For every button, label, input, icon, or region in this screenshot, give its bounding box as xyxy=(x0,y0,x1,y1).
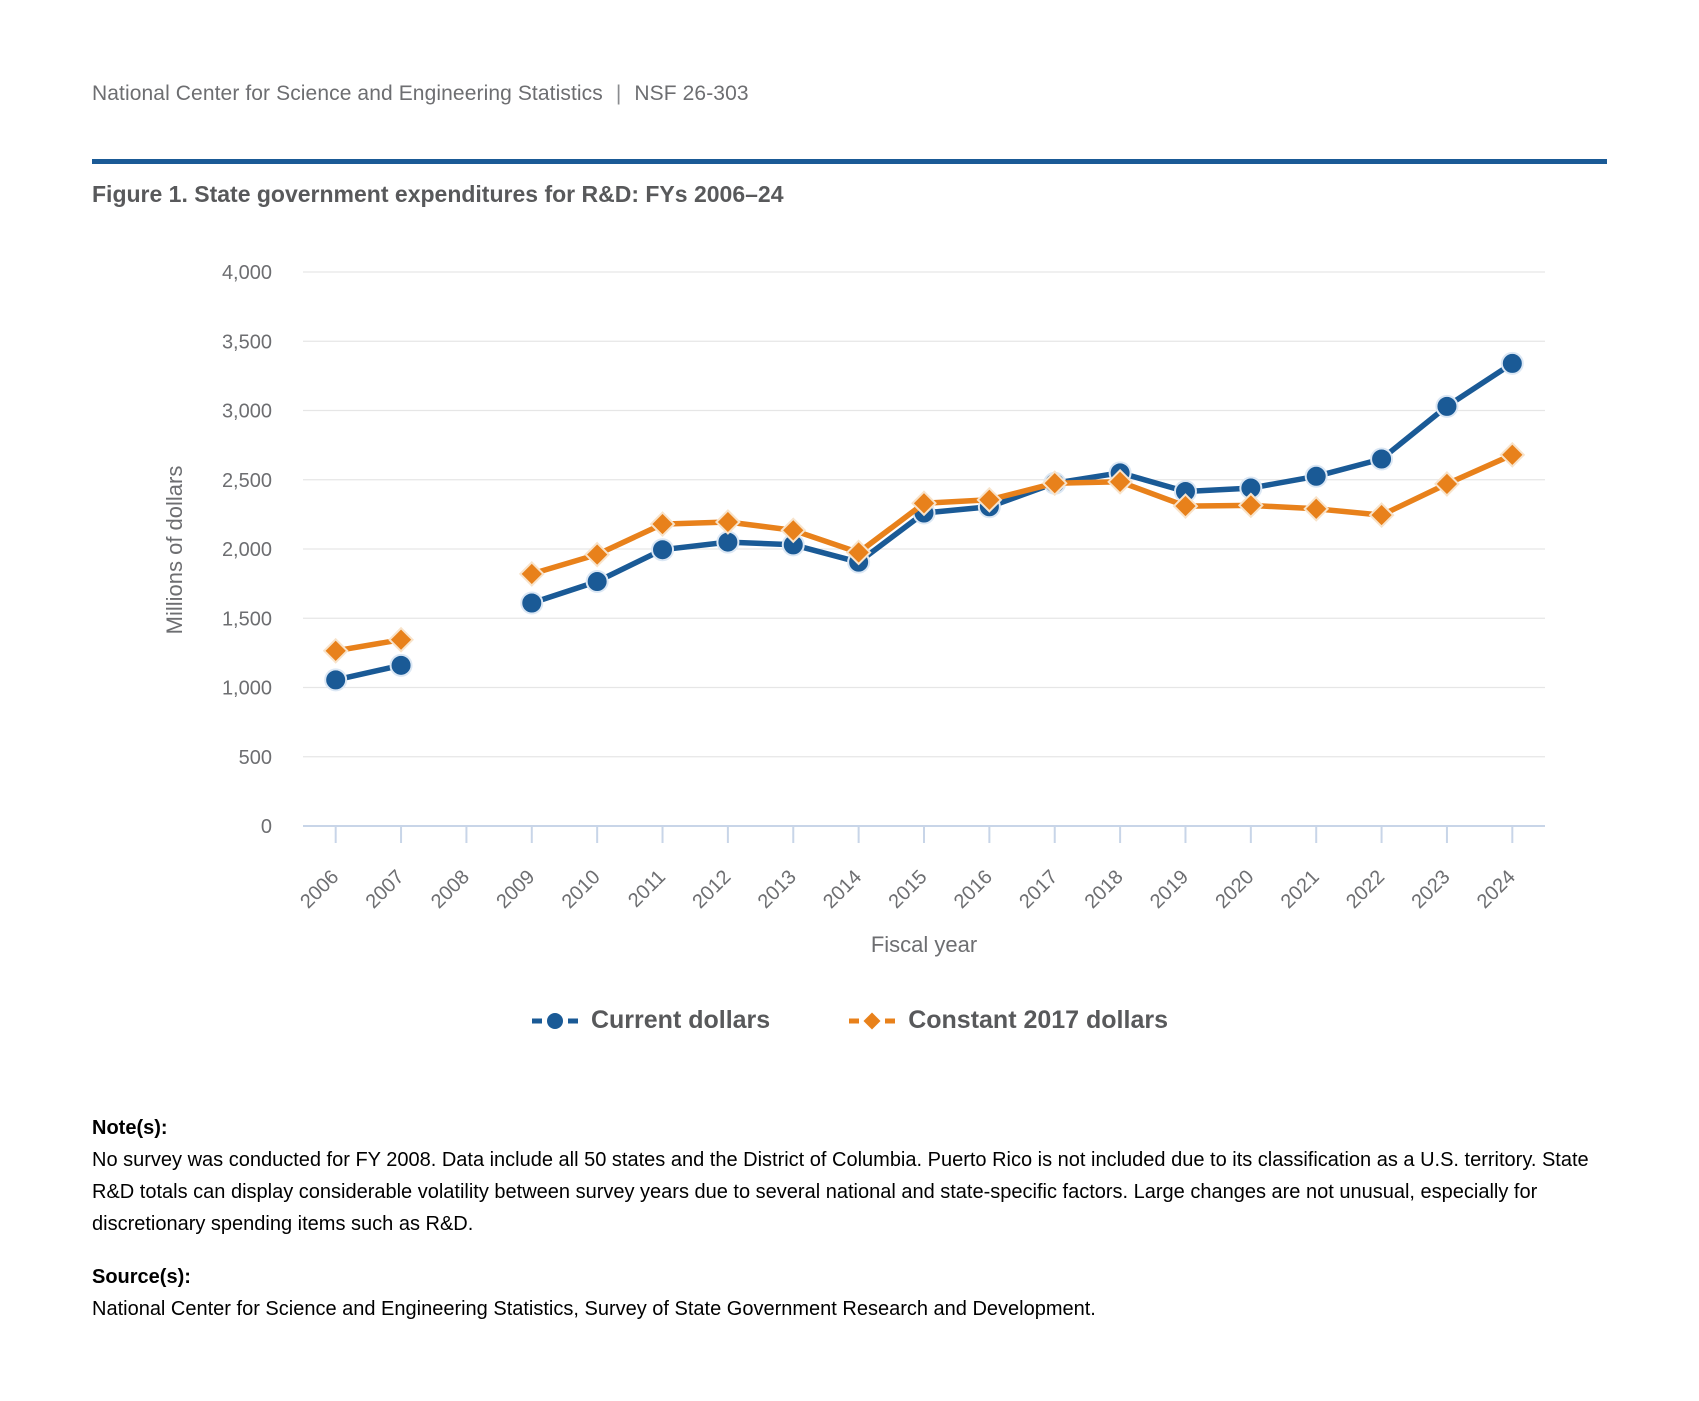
x-tick-label-2021: 2021 xyxy=(1277,866,1324,913)
line-diamond-marker-icon xyxy=(849,1012,896,1029)
data-point-2010 xyxy=(584,541,611,568)
y-tick-label-4000: 4,000 xyxy=(222,262,272,284)
chart-legend: Current dollars Constant 2017 dollars xyxy=(0,1006,1699,1035)
y-tick-label-2500: 2,500 xyxy=(222,470,272,492)
source-heading: Source(s): xyxy=(92,1266,191,1288)
agency-name: National Center for Science and Engineer… xyxy=(92,82,603,105)
y-tick-label-1500: 1,500 xyxy=(222,608,272,630)
data-point-2021 xyxy=(1304,464,1328,488)
y-axis-title: Millions of dollars xyxy=(162,466,187,635)
data-point-2023 xyxy=(1435,394,1459,418)
data-point-2020 xyxy=(1237,492,1264,519)
data-point-2007 xyxy=(388,626,414,653)
data-point-2023 xyxy=(1434,470,1460,497)
legend-circle-icon xyxy=(546,1012,563,1029)
series-line xyxy=(529,452,1516,577)
data-point-2007 xyxy=(389,653,413,677)
data-point-2018 xyxy=(1107,468,1134,495)
data-point-2012 xyxy=(714,509,741,535)
report-number: NSF 26-303 xyxy=(634,82,749,105)
y-tick-label-500: 500 xyxy=(239,747,272,769)
x-tick-label-2019: 2019 xyxy=(1146,866,1193,913)
data-point-2022 xyxy=(1368,502,1395,528)
notes-heading: Note(s): xyxy=(92,1117,168,1139)
x-tick-label-2015: 2015 xyxy=(885,866,932,913)
data-point-2009 xyxy=(520,591,544,615)
x-tick-label-2022: 2022 xyxy=(1342,866,1389,913)
series-current-dollars xyxy=(324,351,1524,692)
y-axis-tick-labels: 0 500 1,000 1,500 2,000 2,500 3,000 3,500 4,000 xyxy=(222,262,272,838)
x-tick-label-2023: 2023 xyxy=(1407,866,1454,913)
data-point-2017 xyxy=(1041,470,1068,497)
gridlines xyxy=(303,271,1545,758)
x-tick-label-2011: 2011 xyxy=(624,866,670,912)
x-tick-label-2008: 2008 xyxy=(427,866,474,913)
rd-expenditures-line-chart: Millions of dollars Fiscal year 0 500 1,00… xyxy=(162,262,1545,957)
x-tick-label-2020: 2020 xyxy=(1211,866,1258,913)
x-tick-label-2017: 2017 xyxy=(1015,866,1062,913)
data-point-2010 xyxy=(585,570,609,594)
y-tick-label-3500: 3,500 xyxy=(222,331,272,353)
y-tick-label-0: 0 xyxy=(261,816,272,838)
x-tick-label-2016: 2016 xyxy=(950,866,997,913)
legend-label-constant-dollars: Constant 2017 dollars xyxy=(908,1006,1168,1034)
data-point-2006 xyxy=(324,668,348,692)
x-tick-label-2010: 2010 xyxy=(558,866,605,913)
data-point-2021 xyxy=(1303,495,1330,522)
line-circle-marker-icon xyxy=(531,1012,578,1029)
x-axis-title: Fiscal year xyxy=(871,932,977,957)
x-tick-label-2009: 2009 xyxy=(492,866,539,913)
source-body: National Center for Science and Engineer… xyxy=(92,1298,1096,1320)
notes-body: No survey was conducted for FY 2008. Dat… xyxy=(92,1149,1589,1235)
x-axis-tick-labels: 2006 2007 2008 2009 2010 2011 2012 2013 2014 2015… xyxy=(296,866,1520,913)
y-tick-label-2000: 2,000 xyxy=(222,539,272,561)
x-tick-label-2018: 2018 xyxy=(1081,866,1128,913)
x-tick-label-2014: 2014 xyxy=(819,866,866,913)
x-tick-label-2024: 2024 xyxy=(1473,866,1520,913)
legend-label-current-dollars: Current dollars xyxy=(590,1006,771,1034)
y-tick-label-3000: 3,000 xyxy=(222,401,272,423)
x-tick-label-2007: 2007 xyxy=(362,866,409,913)
data-point-2022 xyxy=(1370,447,1394,471)
data-point-2013 xyxy=(780,517,807,544)
x-axis xyxy=(303,825,1545,843)
legend-item-constant-2017-dollars: Constant 2017 dollars xyxy=(848,1006,1168,1035)
x-tick-label-2012: 2012 xyxy=(688,866,735,913)
data-point-2024 xyxy=(1500,351,1524,375)
footnotes: Note(s): No survey was conducted for FY … xyxy=(92,1112,1608,1325)
data-point-2009 xyxy=(518,561,545,587)
header-separator: | xyxy=(615,82,622,105)
data-point-2006 xyxy=(322,637,349,664)
series-constant-2017-dollars xyxy=(322,441,1526,664)
data-point-2019 xyxy=(1172,493,1199,519)
x-tick-label-2006: 2006 xyxy=(296,866,343,913)
data-point-2011 xyxy=(651,538,675,562)
data-point-2011 xyxy=(649,511,676,537)
legend-diamond-icon xyxy=(863,1012,881,1029)
figure-title: Figure 1. State government expenditures … xyxy=(92,181,784,207)
data-point-2024 xyxy=(1499,441,1526,468)
data-point-2014 xyxy=(845,539,872,566)
y-tick-label-1000: 1,000 xyxy=(222,678,272,700)
data-point-2016 xyxy=(976,486,1003,513)
report-header: National Center for Science and Engineer… xyxy=(92,82,749,106)
legend-item-current-dollars: Current dollars xyxy=(531,1006,770,1035)
title-divider xyxy=(92,159,1607,164)
series-line xyxy=(529,360,1516,606)
x-tick-label-2013: 2013 xyxy=(754,866,801,913)
data-point-2015 xyxy=(911,490,937,517)
